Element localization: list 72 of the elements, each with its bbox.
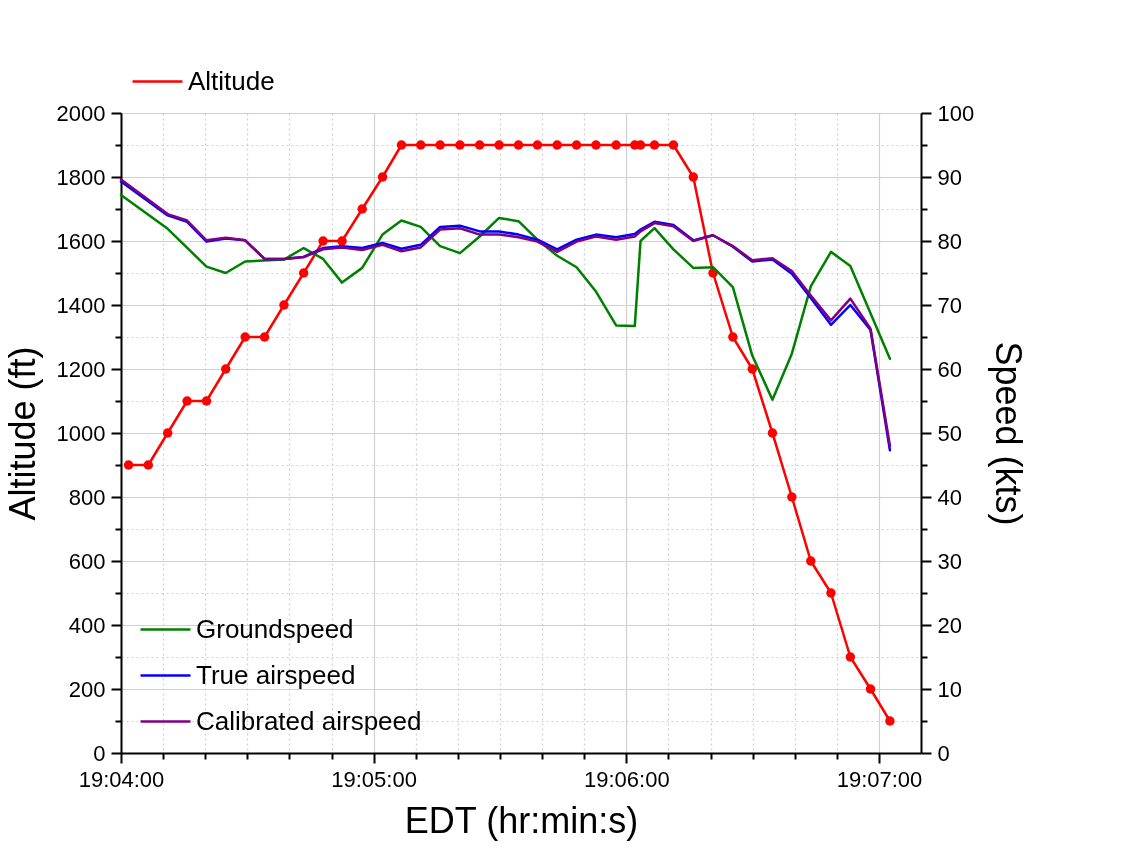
y2-tick-label: 40 <box>937 484 962 510</box>
x-axis-title: EDT (hr:min:s) <box>404 799 639 841</box>
point <box>240 332 250 342</box>
y-tick-label: 1400 <box>56 292 106 318</box>
point <box>474 140 485 150</box>
point <box>201 396 212 406</box>
y2-tick-label: 10 <box>937 676 962 702</box>
point <box>865 684 876 694</box>
point <box>806 556 816 566</box>
point <box>377 172 388 182</box>
x-tick-label: 19:06:00 <box>583 766 670 792</box>
y2-axis-title: Speed (kts) <box>988 341 1030 526</box>
point <box>767 428 778 438</box>
point <box>221 364 231 374</box>
x-tick-label: 19:05:00 <box>331 766 417 792</box>
point <box>885 716 895 726</box>
point <box>182 396 192 406</box>
legend-label: Calibrated airspeed <box>196 705 422 736</box>
point <box>455 140 465 150</box>
point <box>668 140 679 150</box>
y-tick-label: 1000 <box>56 420 106 446</box>
point <box>747 364 758 374</box>
y-tick-label: 1600 <box>56 228 106 254</box>
y-tick-label: 0 <box>93 740 106 766</box>
y2-tick-label: 80 <box>937 228 962 254</box>
y2-tick-label: 90 <box>937 164 962 190</box>
point <box>435 140 445 150</box>
point <box>649 140 660 150</box>
point <box>532 140 543 150</box>
x-tick-label: 19:04:00 <box>78 766 165 792</box>
point <box>415 140 426 150</box>
x-tick-label: 19:07:00 <box>836 766 923 792</box>
y2-tick-label: 100 <box>937 100 975 126</box>
y-axis-title: Altitude (ft) <box>1 346 43 521</box>
point <box>298 268 309 278</box>
point <box>787 492 797 502</box>
point <box>494 140 504 150</box>
point <box>279 300 289 310</box>
line-series <box>119 193 892 401</box>
point <box>162 428 173 438</box>
y-tick-label: 1200 <box>56 356 106 382</box>
y-tick-label: 200 <box>68 676 106 702</box>
point <box>143 460 154 470</box>
point <box>552 140 562 150</box>
point <box>591 140 601 150</box>
y2-tick-label: 20 <box>937 612 962 638</box>
y-tick-label: 400 <box>68 612 106 638</box>
point <box>728 332 738 342</box>
point <box>845 652 856 662</box>
y-tick-label: 1800 <box>56 164 106 190</box>
point <box>826 588 836 598</box>
point <box>571 140 582 150</box>
legend-label: Altitude <box>188 65 275 96</box>
y-tick-label: 2000 <box>56 100 106 126</box>
point <box>688 172 699 182</box>
y-tick-label: 800 <box>68 484 106 510</box>
point <box>123 460 134 470</box>
y2-tick-label: 70 <box>937 292 962 318</box>
y2-tick-label: 50 <box>937 420 962 446</box>
legend-label: Groundspeed <box>196 613 354 644</box>
y2-tick-label: 60 <box>937 356 962 382</box>
point <box>513 140 524 150</box>
point <box>318 236 328 246</box>
y2-tick-label: 30 <box>937 548 962 574</box>
legend-label: True airspeed <box>196 659 356 690</box>
y2-tick-label: 0 <box>937 740 950 766</box>
point <box>611 140 621 150</box>
point <box>396 140 407 150</box>
point <box>357 204 367 214</box>
y-tick-label: 600 <box>68 548 106 574</box>
point <box>337 236 347 246</box>
point <box>259 332 270 342</box>
